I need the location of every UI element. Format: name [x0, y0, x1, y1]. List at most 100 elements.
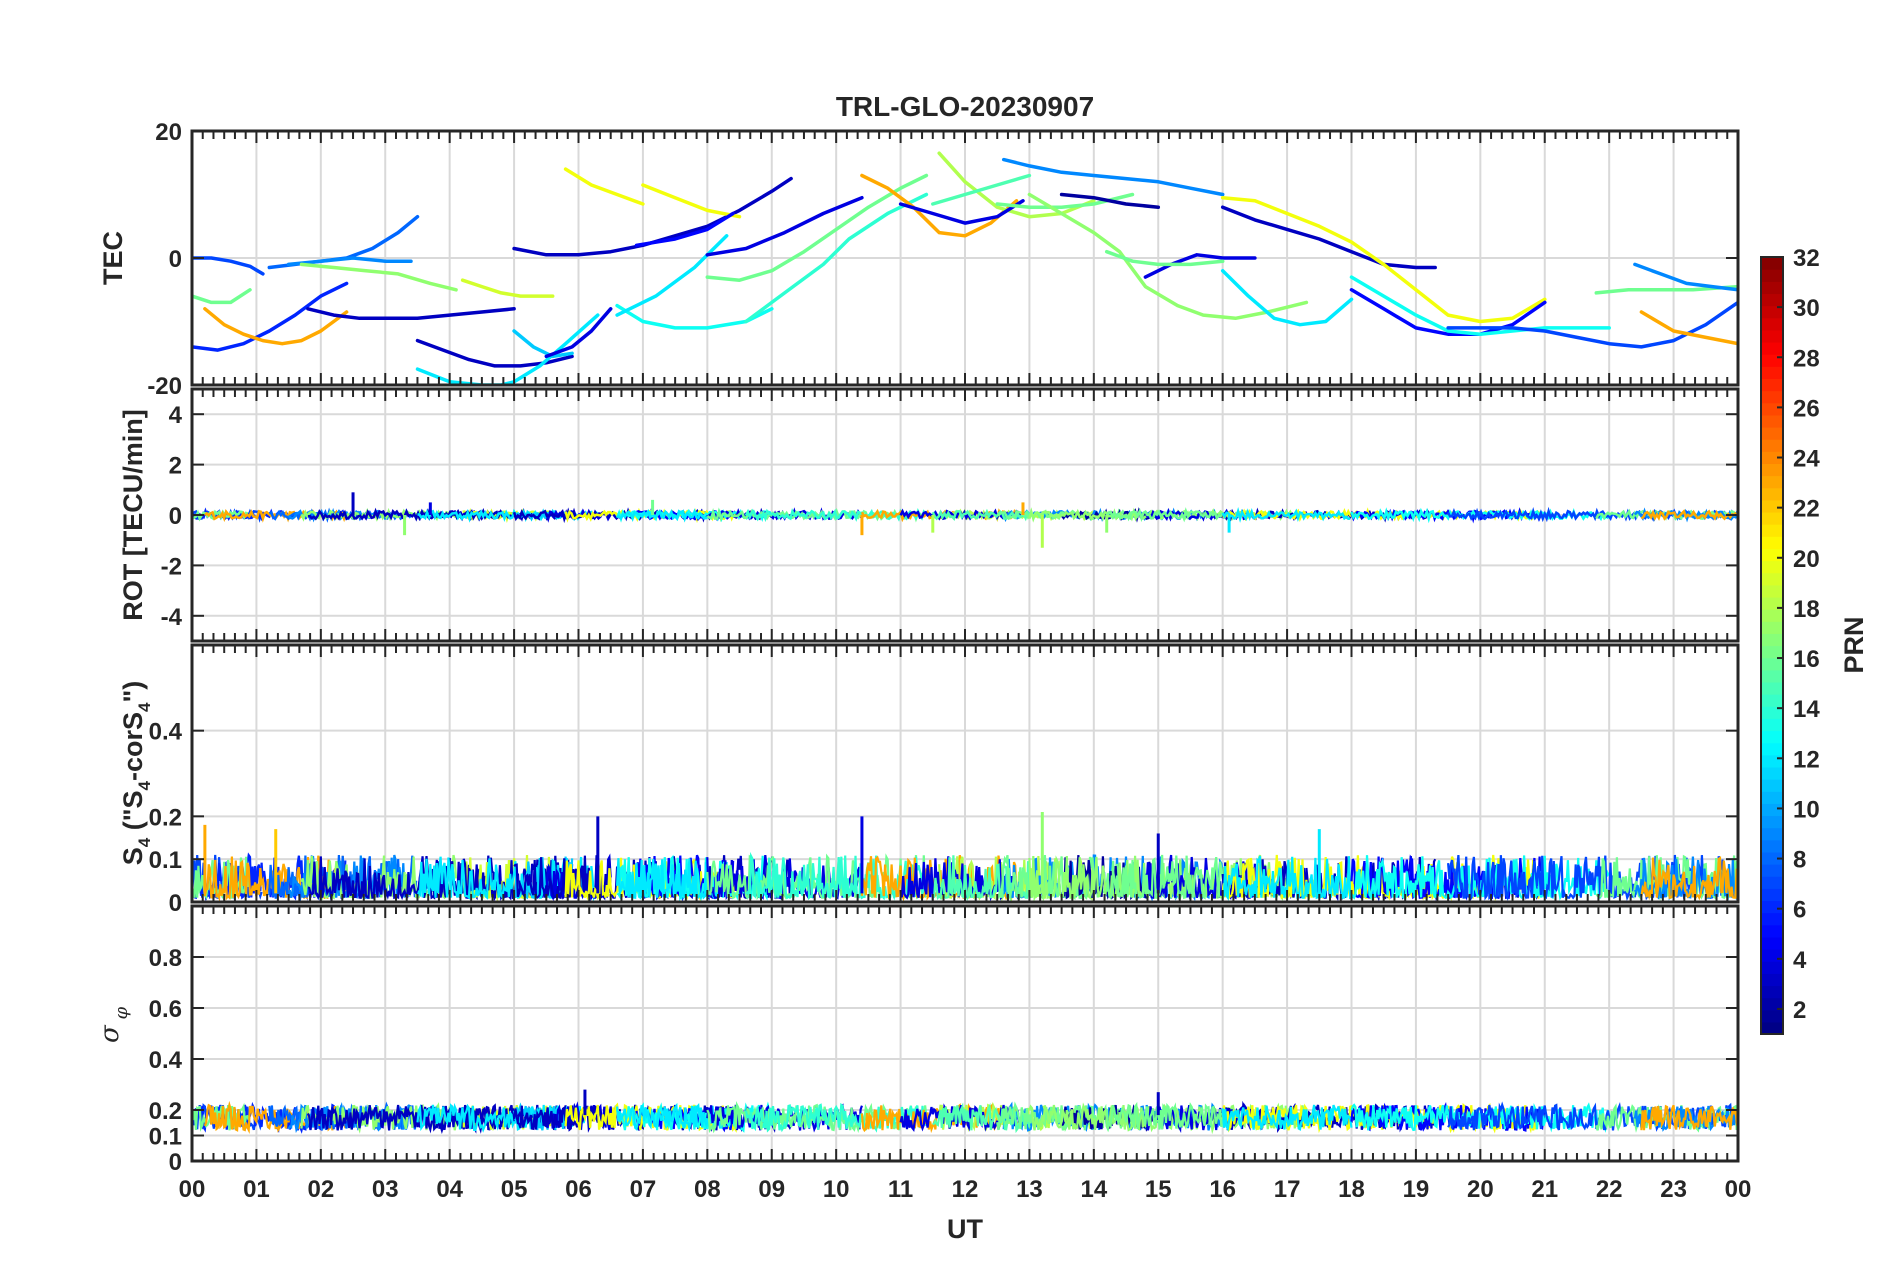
x-tick-label: 20 [1467, 1176, 1494, 1203]
colorbar-segment [1761, 548, 1783, 562]
colorbar-segment [1761, 779, 1783, 792]
tec-series-line [460, 278, 555, 298]
colorbar-segment [1761, 317, 1783, 331]
y-tick-label: 0.4 [149, 719, 183, 746]
tec-series-line [937, 151, 1096, 219]
tec-series-line [1104, 249, 1225, 267]
tec-series-line [1027, 192, 1309, 321]
tec-series-line [192, 281, 349, 352]
x-tick-label: 14 [1080, 1176, 1107, 1203]
tec-series-line [1349, 288, 1547, 336]
tec-series-line [286, 256, 413, 267]
colorbar-tick-label: 16 [1793, 646, 1820, 673]
tec-series-line [512, 329, 574, 359]
sigma-series-group [192, 1089, 1738, 1135]
colorbar-segment [1761, 293, 1783, 307]
x-tick-label: 00 [1725, 1176, 1752, 1203]
tec-series-line [192, 256, 265, 276]
colorbar-segment [1761, 718, 1783, 732]
colorbar-tick-label: 8 [1793, 847, 1806, 874]
x-tick-label: 02 [307, 1176, 334, 1203]
y-tick-label: -2 [161, 553, 182, 580]
tec-series-line [1059, 192, 1161, 209]
chart-title: TRL-GLO-20230907 [836, 91, 1094, 122]
colorbar-segment [1761, 742, 1783, 756]
y-tick-label: 4 [169, 402, 183, 429]
colorbar-segment [1761, 572, 1783, 586]
sigma-series-line [616, 1101, 773, 1133]
x-tick-label: 15 [1145, 1176, 1172, 1203]
colorbar-segment [1761, 609, 1783, 622]
y-tick-label: 0.2 [149, 804, 182, 831]
y-tick-label: 0.8 [149, 945, 182, 972]
colorbar-tick-label: 22 [1793, 496, 1820, 523]
sigma-series-line [1221, 1104, 1353, 1132]
y-tick-label: 0.2 [149, 1098, 182, 1125]
tec-series-line [705, 195, 864, 257]
s4-series-group [192, 812, 1738, 902]
colorbar-segment [1761, 657, 1783, 671]
y-tick-label: -20 [147, 373, 182, 400]
colorbar-segment [1761, 997, 1783, 1011]
colorbar-tick-label: 18 [1793, 596, 1820, 623]
colorbar-tick-label: 32 [1793, 245, 1820, 272]
sigma-series-line [706, 1101, 928, 1134]
colorbar-segment [1761, 560, 1783, 574]
sigma-series-line [1350, 1102, 1611, 1133]
data-layer [192, 151, 1738, 1135]
colorbar-segment [1761, 524, 1783, 537]
s4-axis-label: S4 ("S4-corS4") [118, 681, 154, 866]
colorbar-segment [1761, 414, 1783, 428]
colorbar-segment [1761, 754, 1783, 768]
colorbar-segment [1761, 961, 1783, 974]
y-tick-label: 2 [169, 453, 182, 480]
x-tick-label: 16 [1209, 1176, 1236, 1203]
tec-series-line [563, 167, 645, 206]
colorbar-segment [1761, 354, 1783, 367]
x-tick-label: 05 [501, 1176, 528, 1203]
s4-series-line [1640, 856, 1738, 902]
x-tick-label: 23 [1660, 1176, 1687, 1203]
tec-series-line [641, 183, 742, 219]
colorbar-segment [1761, 730, 1783, 744]
colorbar-segment [1761, 390, 1783, 404]
tec-series-line [415, 313, 600, 385]
colorbar-segment [1761, 815, 1783, 829]
colorbar-segment [1761, 402, 1783, 416]
colorbar-segment [1761, 694, 1783, 707]
colorbar-tick-label: 4 [1793, 947, 1807, 974]
x-tick-label: 09 [758, 1176, 785, 1203]
colorbar-segment [1761, 341, 1783, 355]
colorbar-segment [1761, 791, 1783, 804]
colorbar-segment [1761, 475, 1783, 489]
axes-frames [190, 129, 1740, 1163]
x-tick-label: 08 [694, 1176, 721, 1203]
tec-series-line [744, 192, 929, 324]
colorbar-tick-label: 28 [1793, 345, 1820, 372]
tec-series-line [1446, 300, 1738, 349]
x-tick-label: 00 [179, 1176, 206, 1203]
rot-axis-label: ROT [TECU/min] [118, 409, 148, 620]
colorbar-segment [1761, 439, 1783, 452]
colorbar-tick-label: 24 [1793, 446, 1820, 473]
y-tick-label: 0.4 [149, 1047, 183, 1074]
tec-series-line [544, 307, 613, 359]
colorbar-segment [1761, 669, 1783, 683]
x-axis-label: UT [947, 1214, 983, 1244]
colorbar-tick-label: 10 [1793, 796, 1820, 823]
colorbar-segment [1761, 900, 1783, 914]
tec-series-line [898, 199, 1025, 225]
colorbar-segment [1761, 912, 1783, 926]
colorbar-segment [1761, 633, 1783, 647]
x-tick-label: 13 [1016, 1176, 1043, 1203]
y-tick-label: 0.1 [149, 847, 182, 874]
s4-series-line [1221, 855, 1352, 901]
colorbar-segment [1761, 487, 1783, 501]
colorbar-segment [1761, 329, 1783, 343]
y-tick-label: 0 [169, 890, 182, 917]
colorbar-segment [1761, 827, 1783, 841]
colorbar-segment [1761, 426, 1783, 440]
x-tick-label: 18 [1338, 1176, 1365, 1203]
tec-series-line [203, 307, 349, 346]
